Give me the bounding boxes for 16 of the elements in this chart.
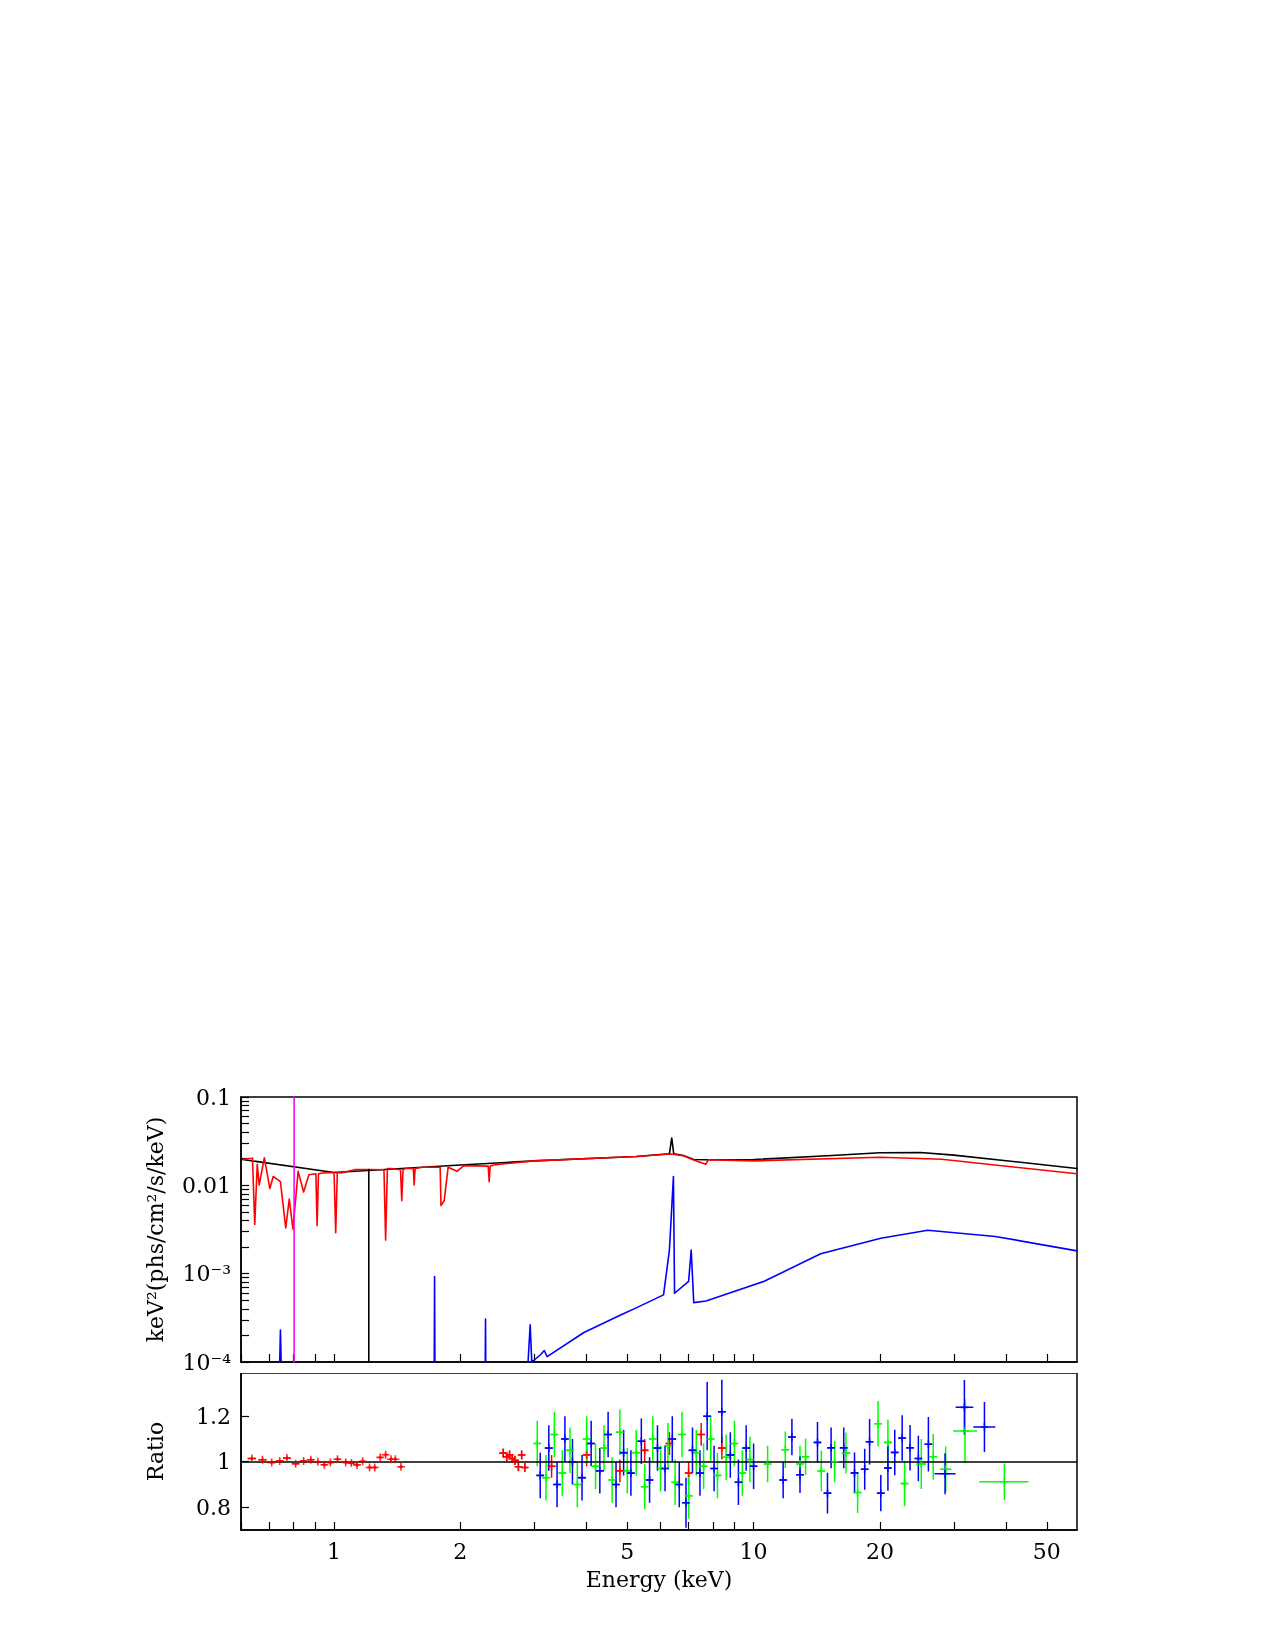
y-tick-label: 0.01	[182, 1172, 231, 1198]
x-tick-label: 10	[739, 1538, 768, 1564]
x-tick-label: 50	[1032, 1538, 1061, 1564]
y-axis-title: Ratio	[142, 1421, 168, 1482]
x-tick-label: 2	[453, 1538, 468, 1564]
y-tick-label: 10⁻⁴	[182, 1349, 232, 1375]
x-tick-label: 20	[865, 1538, 894, 1564]
y-tick-label: 0.8	[196, 1494, 231, 1520]
x-tick-label: 1	[327, 1538, 342, 1564]
y-tick-label: 1.2	[196, 1403, 231, 1429]
y-axis-title: keV²(phs/cm²/s/keV)	[142, 1116, 168, 1343]
y-tick-label: 1	[217, 1449, 231, 1475]
x-tick-label: 5	[620, 1538, 635, 1564]
y-tick-label: 0.1	[196, 1084, 231, 1110]
x-axis-title: Energy (keV)	[585, 1566, 733, 1592]
y-tick-label: 10⁻³	[182, 1261, 231, 1287]
